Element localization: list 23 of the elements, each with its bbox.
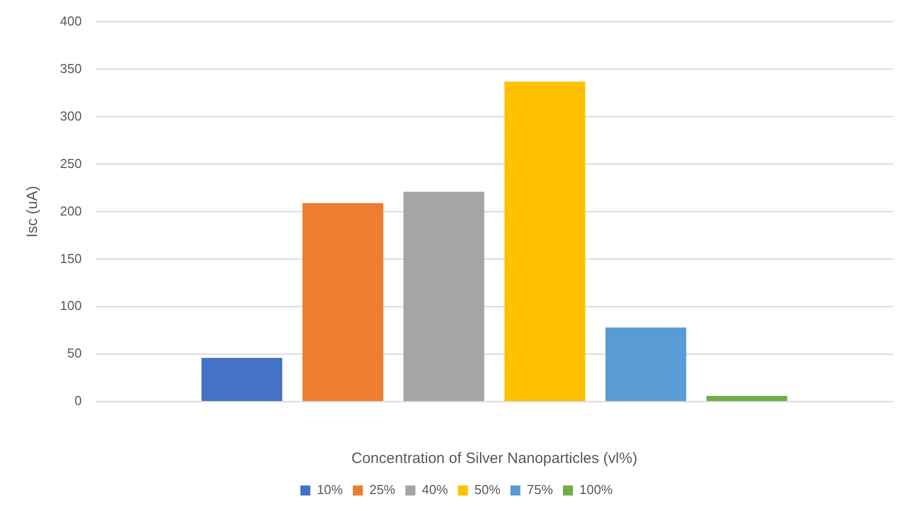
y-tick-label: 200 bbox=[60, 203, 82, 218]
y-tick-label: 50 bbox=[67, 346, 82, 361]
y-tick-label: 0 bbox=[74, 393, 82, 408]
bar bbox=[302, 203, 384, 401]
bar bbox=[706, 396, 788, 401]
bar bbox=[403, 192, 484, 401]
y-tick-label: 400 bbox=[60, 13, 82, 28]
y-tick-label: 300 bbox=[60, 108, 82, 124]
bar bbox=[201, 358, 282, 401]
legend-label: 10% bbox=[316, 482, 344, 498]
bar bbox=[605, 328, 686, 401]
legend-label: 40% bbox=[422, 482, 448, 498]
legend-label: 75% bbox=[526, 482, 554, 498]
legend-label: 100% bbox=[579, 482, 614, 498]
y-tick-label: 150 bbox=[60, 250, 82, 266]
y-tick-label: 100 bbox=[60, 298, 82, 314]
bar bbox=[504, 82, 586, 401]
legend-label: 25% bbox=[369, 482, 396, 498]
y-axis-title: Isc (uA) bbox=[24, 186, 42, 238]
legend-label: 50% bbox=[474, 482, 501, 498]
y-tick-label: 250 bbox=[60, 156, 82, 171]
x-axis-title: Concentration of Silver Nanoparticles (vl%) bbox=[351, 450, 638, 468]
y-tick-label: 350 bbox=[60, 60, 82, 76]
